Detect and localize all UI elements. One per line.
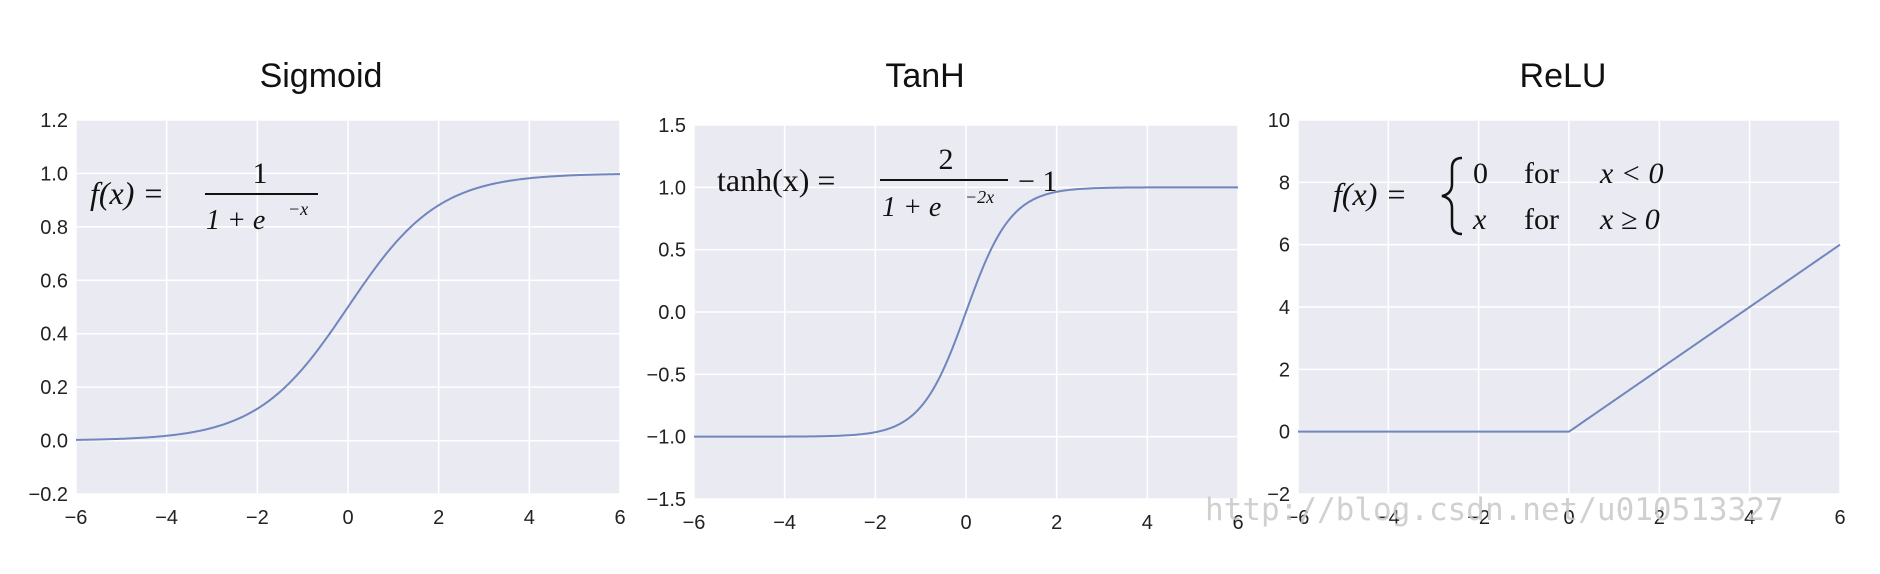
y-tick-label: 0.6 (40, 270, 68, 292)
y-tick-label: 1.2 (40, 110, 68, 132)
y-tick-label: 1.5 (658, 115, 686, 137)
relu-case1-value: 0 (1473, 157, 1488, 190)
y-tick-label: 0.0 (658, 302, 686, 324)
y-tick-label: 1.0 (40, 163, 68, 185)
tanh-formula-exponent: −2x (965, 187, 994, 207)
x-tick-label: 6 (614, 507, 625, 529)
tanh-formula-suffix: − 1 (1018, 165, 1057, 198)
y-tick-label: 0.5 (658, 240, 686, 262)
relu-case2-for: for (1524, 203, 1559, 236)
x-tick-label: −4 (773, 512, 796, 534)
relu-case1-for: for (1524, 157, 1559, 190)
x-tick-label: 0 (960, 512, 971, 534)
sigmoid-formula-numerator: 1 (253, 157, 268, 190)
y-tick-label: −1.0 (647, 427, 686, 449)
relu-case1-condition: x < 0 (1599, 157, 1664, 190)
tanh-panel: −6 −4 −2 0 2 4 6−1.5−1.0−0.50.00.51.01.5 TanH … (647, 57, 1244, 534)
y-tick-label: 0 (1279, 422, 1290, 444)
y-tick-label: 1.0 (658, 177, 686, 199)
relu-formula-lhs: f(x) = (1333, 176, 1407, 212)
y-tick-label: −1.5 (647, 489, 686, 511)
y-tick-label: 4 (1279, 297, 1290, 319)
y-tick-label: 8 (1279, 172, 1290, 194)
x-tick-label: 0 (342, 507, 353, 529)
tanh-formula-lhs: tanh(x) = (717, 162, 835, 198)
x-tick-label: −6 (65, 507, 88, 529)
relu-title: ReLU (1520, 57, 1607, 95)
relu-case2-value: x (1472, 203, 1487, 236)
sigmoid-title: Sigmoid (260, 57, 383, 95)
x-tick-label: −4 (155, 507, 178, 529)
x-tick-label: 4 (1142, 512, 1153, 534)
x-tick-label: −6 (683, 512, 706, 534)
x-tick-label: 6 (1834, 507, 1845, 529)
y-tick-label: 0.4 (40, 324, 68, 346)
x-tick-label: 4 (524, 507, 535, 529)
y-tick-label: 0.0 (40, 431, 68, 453)
y-tick-label: 0.2 (40, 377, 68, 399)
y-tick-label: −0.5 (647, 364, 686, 386)
tanh-title: TanH (885, 57, 964, 95)
y-tick-label: 0.8 (40, 217, 68, 239)
sigmoid-formula-exponent: −x (288, 199, 308, 219)
sigmoid-formula-lhs: f(x) = (90, 175, 164, 211)
tanh-formula-denominator: 1 + e (882, 192, 941, 223)
sigmoid-formula-denominator: 1 + e (206, 205, 265, 236)
y-tick-label: 2 (1279, 359, 1290, 381)
x-tick-label: 2 (1051, 512, 1062, 534)
y-tick-label: 10 (1268, 110, 1290, 132)
y-tick-label: 6 (1279, 235, 1290, 257)
y-tick-label: −0.2 (29, 484, 68, 506)
sigmoid-panel: −6 −4 −2 0 2 4 6 −0.2 0.0 0.2 0.4 0.6 0.8 1.0 1.2 Sigm… (29, 57, 626, 529)
x-tick-label: −2 (864, 512, 887, 534)
x-tick-label: −2 (246, 507, 269, 529)
tanh-formula-numerator: 2 (939, 143, 954, 176)
relu-case2-condition: x ≥ 0 (1599, 203, 1660, 236)
watermark-url: http://blog.csdn.net/u010513327 (1205, 492, 1784, 528)
x-tick-label: 2 (433, 507, 444, 529)
